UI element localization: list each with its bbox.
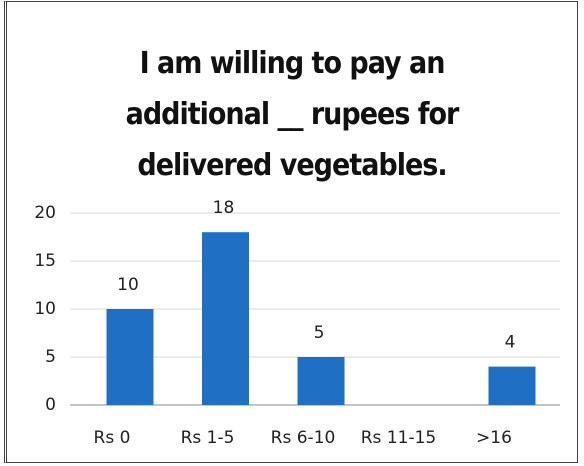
bar [297,357,345,405]
x-tick-label: Rs 0 [94,428,131,448]
y-tick-label: 20 [34,203,56,223]
x-tick-label: >16 [476,428,512,448]
x-tick-label: Rs 6-10 [271,428,336,448]
y-tick-label: 10 [34,299,56,319]
y-tick-label: 0 [45,395,56,415]
y-tick-label: 15 [34,251,56,271]
chart-title: I am willing to pay an additional __ rup… [125,46,460,183]
bar [202,232,249,405]
x-tick-label: Rs 1-5 [181,428,235,448]
y-tick-label: 5 [45,347,56,367]
data-label: 10 [117,275,139,295]
x-tick-label: Rs 11-15 [361,428,436,448]
chart-frame [4,1,578,463]
data-label: 18 [213,198,235,218]
bar [488,366,536,405]
data-label: 5 [314,323,325,343]
bar [106,309,154,405]
data-label: 4 [505,333,516,353]
